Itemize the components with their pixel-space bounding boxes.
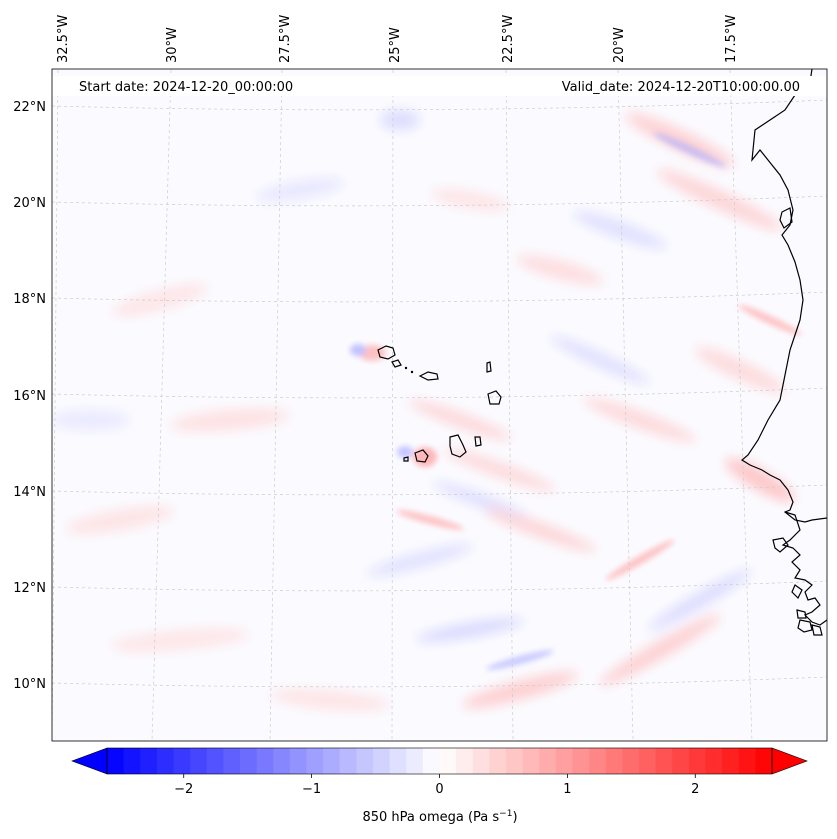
lat-label-6: 10°N	[13, 677, 46, 692]
santo-antao	[377, 345, 396, 360]
header-band	[52, 76, 827, 96]
colorbar-label: 850 hPa omega (Pa s−1)	[362, 809, 517, 825]
longitude-labels: 32.5°W 30°W 27.5°W 25°W 22.5°W 20°W 17.5…	[56, 15, 739, 63]
start-date-label: Start date: 2024-12-20_00:00:00	[79, 80, 293, 95]
colorbar-step	[223, 748, 241, 774]
lat-label-1: 20°N	[13, 196, 46, 211]
sao-vicente	[391, 359, 402, 368]
boa-vista	[487, 390, 502, 405]
lat-label-0: 22°N	[13, 100, 46, 115]
lon-label-1: 30°W	[165, 27, 180, 63]
colorbar-step	[256, 748, 274, 774]
lon-label-0: 32.5°W	[56, 15, 71, 63]
colorbar-step	[605, 748, 623, 774]
brava	[403, 456, 409, 462]
map-panel: Start date: 2024-12-20_00:00:00 Valid_da…	[51, 68, 828, 742]
omega-field	[52, 110, 802, 711]
colorbar-step	[456, 748, 474, 774]
colorbar-step	[323, 748, 341, 774]
colorbar-step	[522, 748, 540, 774]
lat-label-4: 14°N	[13, 485, 46, 500]
colorbar-steps	[107, 748, 773, 774]
colorbar-step	[572, 748, 590, 774]
graticule	[52, 69, 827, 741]
lat-label-5: 12°N	[13, 581, 46, 596]
colorbar-step	[655, 748, 673, 774]
colorbar-step	[240, 748, 258, 774]
colorbar-step	[389, 748, 407, 774]
african-coastline	[740, 69, 827, 523]
lat-label-3: 16°N	[13, 389, 46, 404]
colorbar-ticks: −2 −1 0 1 2	[174, 774, 699, 797]
colorbar-step	[273, 748, 291, 774]
colorbar-step	[489, 748, 507, 774]
colorbar-step	[672, 748, 690, 774]
colorbar-tick-label: 0	[435, 782, 443, 797]
colorbar-step	[722, 748, 740, 774]
colorbar-step	[206, 748, 224, 774]
latitude-labels: 22°N 20°N 18°N 16°N 14°N 12°N 10°N	[13, 100, 46, 692]
lon-label-6: 17.5°W	[724, 15, 739, 63]
maio	[474, 436, 482, 447]
colorbar-step	[755, 748, 773, 774]
colorbar-step	[688, 748, 707, 774]
colorbar-step	[738, 748, 756, 774]
sao-nicolau	[418, 371, 439, 381]
colorbar-step	[555, 748, 574, 774]
cape-verde-islands	[377, 345, 502, 463]
lon-label-5: 20°W	[612, 27, 627, 63]
colorbar-step	[639, 748, 657, 774]
sal	[486, 361, 492, 373]
colorbar-step	[339, 748, 357, 774]
colorbar-tick-label: −2	[174, 782, 193, 797]
colorbar-extend-low	[71, 747, 108, 775]
colorbar-extend-high	[771, 747, 808, 775]
colorbar-step	[190, 748, 208, 774]
colorbar-tick-label: 2	[691, 782, 699, 797]
colorbar-step	[156, 748, 175, 774]
colorbar-step	[107, 748, 125, 774]
santiago	[449, 434, 467, 458]
colorbar-step	[589, 748, 607, 774]
lon-label-4: 22.5°W	[501, 15, 516, 63]
colorbar: −2 −1 0 1 2 850 hPa omega (Pa s−1)	[71, 747, 808, 825]
colorbar-step	[439, 748, 457, 774]
fogo	[414, 449, 429, 463]
colorbar-step	[373, 748, 391, 774]
colorbar-step	[472, 748, 490, 774]
colorbar-step	[705, 748, 723, 774]
coastlines	[740, 69, 827, 636]
colorbar-tick-label: 1	[563, 782, 571, 797]
colorbar-step	[422, 748, 441, 774]
colorbar-step	[406, 748, 424, 774]
colorbar-step	[289, 748, 308, 774]
valid-date-label: Valid_date: 2024-12-20T10:00:00.00	[562, 80, 800, 95]
colorbar-step	[356, 748, 374, 774]
map-frame	[51, 68, 828, 742]
colorbar-step	[306, 748, 324, 774]
colorbar-step	[173, 748, 191, 774]
colorbar-step	[622, 748, 640, 774]
colorbar-step	[140, 748, 158, 774]
colorbar-tick-label: −1	[302, 782, 321, 797]
lat-label-2: 18°N	[13, 292, 46, 307]
lon-label-2: 27.5°W	[278, 15, 293, 63]
colorbar-step	[539, 748, 557, 774]
colorbar-step	[506, 748, 524, 774]
colorbar-step	[123, 748, 141, 774]
small-islets	[404, 366, 414, 374]
lon-label-3: 25°W	[388, 27, 403, 63]
